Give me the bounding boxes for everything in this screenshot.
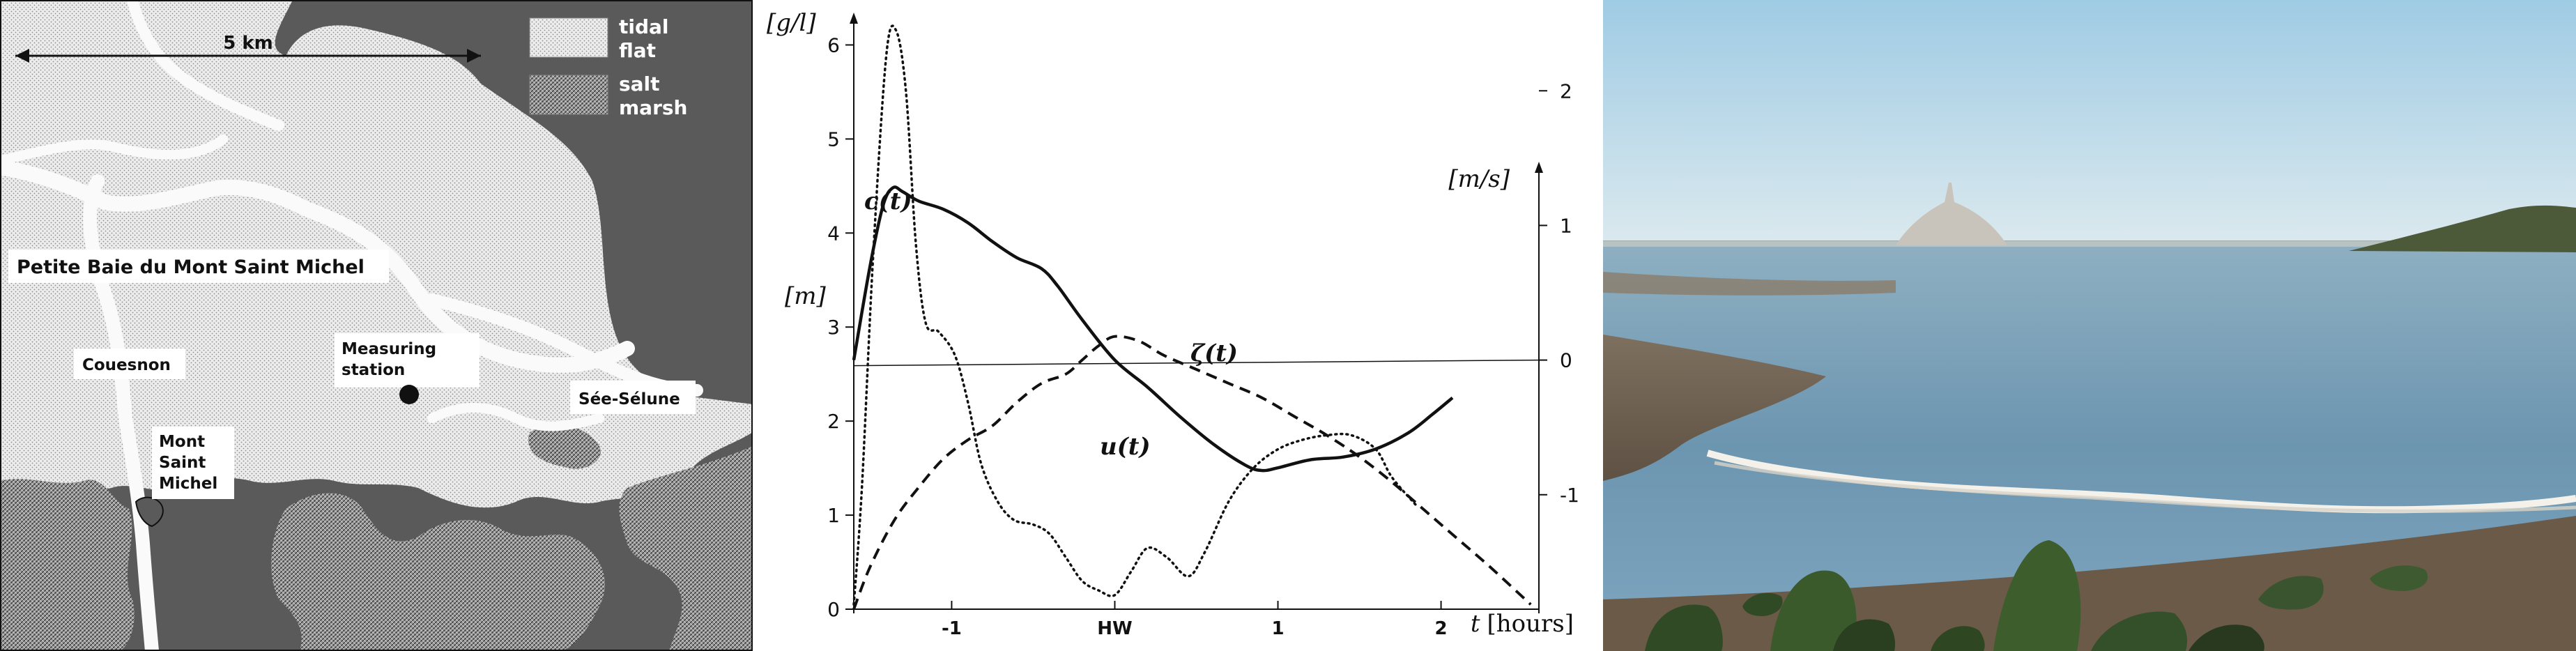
scale-label: 5 km: [223, 33, 273, 54]
right-axis-arrow: [1535, 162, 1543, 173]
measuring-station-label-box: [335, 333, 480, 388]
series-label-c: c(t): [864, 187, 912, 215]
salt-marsh-right: [619, 446, 753, 651]
tidal-chart: [g/l] [m] [m/s] t [hours] 0 1 2 3 4 5 6 -1 0 1 2 -…: [767, 9, 1579, 639]
map-panel: 5 km tidal flat salt marsh Petite Baie d…: [0, 0, 753, 651]
left-tick-label-3: 3: [827, 316, 840, 339]
left-tick-label-4: 4: [827, 222, 840, 245]
x-axis-label-unit: [hours]: [1487, 610, 1574, 638]
photo-bore-foam: [1714, 461, 2576, 513]
right-tick-label-0: 0: [1560, 349, 1572, 372]
mont-saint-michel-label-line3: Michel: [159, 475, 217, 493]
photo-mont-saint-michel: [1896, 183, 2007, 245]
bay-photo: [1603, 0, 2576, 651]
bay-label: Petite Baie du Mont Saint Michel: [17, 256, 365, 278]
chart-axes: [850, 13, 1543, 613]
series-label-u: u(t): [1100, 433, 1151, 461]
zero-line-group: [853, 359, 1540, 367]
x-tick-label-HW: HW: [1097, 618, 1132, 639]
map-border: [0, 0, 753, 651]
x-tick-label-2: 2: [1435, 618, 1448, 639]
salt-marsh-upper-right: [528, 424, 601, 469]
mont-saint-michel-label-box: [152, 427, 234, 499]
scale-bar: [15, 49, 481, 63]
couesnon-label-box: [74, 349, 185, 379]
left-tick-label-6: 6: [827, 33, 840, 56]
x-axis-label-var: t: [1471, 610, 1480, 638]
mont-saint-michel-island: [135, 496, 164, 528]
channel-lower: [427, 403, 604, 431]
left-axis-arrow: [850, 13, 858, 24]
photo-rocks: [1645, 540, 2428, 651]
legend-swatch-tidal-flat: [529, 17, 608, 58]
legend-label-salt-marsh-line1: salt: [619, 72, 660, 95]
left-tick-label-0: 0: [827, 598, 840, 621]
series-line-c: [852, 24, 1418, 606]
velocity-zero-line: [853, 359, 1540, 367]
x-axis-label: t [hours]: [1471, 610, 1574, 638]
salt-marsh-center: [271, 493, 605, 651]
series-group: [852, 24, 1532, 610]
photo-panel: [1603, 0, 2576, 651]
x-tick-label-1: 1: [1271, 618, 1284, 639]
legend-label-tidal-flat-line1: tidal: [619, 15, 669, 38]
left-tick-label-5: 5: [827, 128, 840, 151]
bay-map: 5 km tidal flat salt marsh Petite Baie d…: [0, 0, 753, 651]
series-label-zeta: ζ(t): [1190, 339, 1238, 367]
series-line-zeta: [852, 335, 1532, 610]
left-axis-ticks: 0 1 2 3 4 5 6: [827, 33, 854, 621]
legend-label-tidal-flat-line2: flat: [619, 39, 656, 62]
measuring-station-label-line2: station: [342, 361, 405, 379]
legend-label-salt-marsh-line2: marsh: [619, 96, 687, 119]
photo-headland: [2349, 205, 2576, 252]
measuring-station-label-line1: Measuring: [342, 340, 436, 358]
right-tick-label-2: 2: [1560, 79, 1572, 102]
channel-north: [0, 135, 228, 165]
channel-upper: [127, 0, 284, 131]
mont-saint-michel-label-line1: Mont: [159, 433, 205, 451]
salt-marsh-bottom: [0, 479, 135, 651]
left-axis-label-m: [m]: [785, 282, 827, 310]
measuring-station-marker: [399, 385, 419, 404]
channel-main: [0, 160, 635, 373]
right-tick-label--1: -1: [1560, 484, 1579, 507]
x-axis-ticks: -1 HW 1 2: [942, 601, 1448, 639]
mont-saint-michel-label-line2: Saint: [159, 454, 206, 472]
left-tick-label-2: 2: [827, 410, 840, 433]
see-selune-label-box: [570, 381, 696, 414]
x-tick-label--1: -1: [942, 618, 962, 639]
chart-panel: [g/l] [m] [m/s] t [hours] 0 1 2 3 4 5 6 -1 0 1 2 -…: [753, 0, 1589, 651]
map-legend: tidal flat salt marsh: [529, 15, 687, 119]
bay-label-box: [8, 250, 389, 283]
left-axis-label-gl: [g/l]: [767, 9, 816, 37]
see-selune-label: Sée-Sélune: [578, 390, 680, 408]
legend-swatch-salt-marsh: [529, 75, 608, 115]
photo-tidal-bore: [1706, 450, 2576, 514]
photo-horizon-shore: [1603, 241, 2576, 247]
right-axis-ticks: -1 0 1 2: [1539, 79, 1579, 507]
series-line-u: [852, 185, 1454, 473]
right-tick-label-1: 1: [1560, 214, 1572, 237]
left-tick-label-1: 1: [827, 504, 840, 527]
couesnon-label: Couesnon: [82, 356, 171, 374]
photo-sand-flat: [1603, 335, 1826, 481]
photo-sky: [1603, 0, 2576, 244]
right-axis-label: [m/s]: [1448, 165, 1510, 193]
photo-sandbank-upper: [1603, 272, 1896, 296]
